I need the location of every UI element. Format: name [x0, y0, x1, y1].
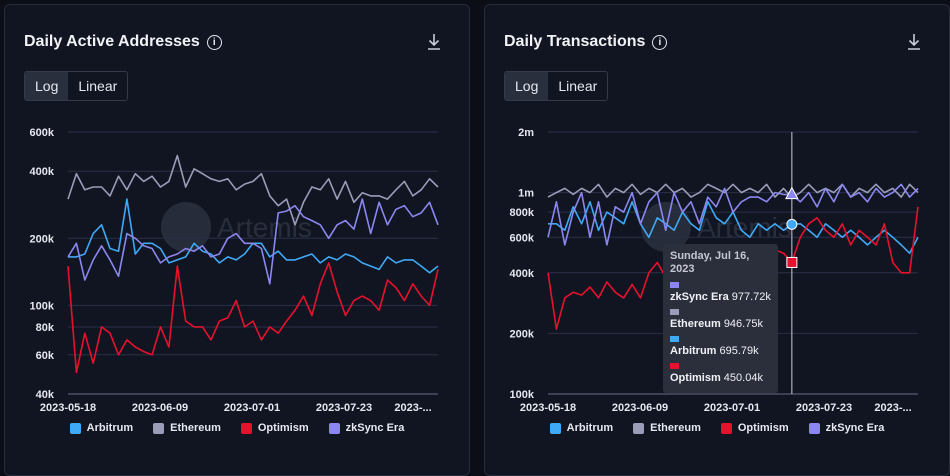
y-tick-label: 400k [510, 268, 535, 280]
x-tick-label: 2023-05-18 [520, 402, 576, 414]
x-tick-label: 2023-07-23 [316, 402, 372, 414]
download-icon[interactable] [427, 33, 441, 51]
chart-area: Artemis40k60k80k100k200k400k600k2023-05-… [30, 127, 439, 414]
y-tick-label: 600k [30, 127, 55, 139]
y-tick-label: 100k [510, 389, 535, 401]
log-button[interactable]: Log [505, 72, 549, 100]
tooltip-row: Optimism 450.04k [670, 363, 771, 385]
y-tick-label: 200k [510, 328, 535, 340]
legend-swatch [328, 422, 340, 434]
legend-swatch [69, 422, 81, 434]
legend: Arbitrum Ethereum Optimism zkSync Era [5, 422, 469, 434]
daily-transactions-panel: Daily Transactions i Log Linear Artemis 10… [484, 4, 950, 476]
series-swatch [670, 309, 679, 315]
series-swatch [670, 282, 679, 288]
tooltip-row: Arbitrum 695.79k [670, 336, 771, 358]
legend-swatch [240, 422, 252, 434]
y-tick-label: 60k [36, 350, 55, 362]
legend-item-zksync-era[interactable]: zkSync Era [808, 422, 885, 434]
legend-label: zkSync Era [825, 422, 885, 434]
optimism-marker [786, 256, 798, 268]
scale-toggle: Log Linear [24, 71, 129, 101]
y-tick-label: 80k [36, 322, 55, 334]
y-tick-label: 800k [510, 207, 535, 219]
tooltip-row: zkSync Era 977.72k [670, 282, 771, 304]
series-line-ethereum [547, 183, 919, 199]
panel-title: Daily Transactions i [504, 33, 668, 51]
legend-label: zkSync Era [345, 422, 405, 434]
tooltip-series-name: Ethereum [670, 318, 721, 330]
legend-label: Ethereum [170, 422, 221, 434]
tooltip-series-name: Optimism [670, 372, 721, 384]
legend-swatch [153, 422, 165, 434]
tooltip-series-name: zkSync Era [670, 291, 729, 303]
watermark-logo [161, 202, 211, 252]
series-line-optimism [67, 262, 439, 374]
x-tick-label: 2023-06-09 [612, 402, 668, 414]
scale-toggle: Log Linear [504, 71, 609, 101]
tooltip-value: 695.79k [719, 345, 759, 357]
series-swatch [670, 336, 679, 342]
tooltip-date: Sunday, Jul 16, 2023 [670, 250, 750, 275]
daily-active-addresses-panel: Daily Active Addresses i Log Linear Artem… [4, 4, 470, 476]
legend-swatch [808, 422, 820, 434]
legend-label: Optimism [737, 422, 789, 434]
download-icon[interactable] [907, 33, 921, 51]
legend-item-optimism[interactable]: Optimism [720, 422, 789, 434]
x-tick-label: 2023-05-18 [40, 402, 96, 414]
legend-item-zksync-era[interactable]: zkSync Era [328, 422, 405, 434]
linear-button[interactable]: Linear [68, 72, 128, 100]
y-tick-label: 2m [518, 127, 534, 139]
tooltip-value: 946.75k [723, 318, 763, 330]
title-text: Daily Active Addresses [24, 33, 200, 50]
tooltip-value: 977.72k [731, 291, 771, 303]
watermark-text: Artemis [697, 212, 792, 243]
legend-item-optimism[interactable]: Optimism [240, 422, 309, 434]
x-tick-label: 2023-07-23 [796, 402, 852, 414]
legend-item-arbitrum[interactable]: Arbitrum [69, 422, 134, 434]
y-tick-label: 100k [30, 300, 55, 312]
log-button[interactable]: Log [25, 72, 69, 100]
y-tick-label: 400k [30, 166, 55, 178]
series-line-ethereum [67, 154, 439, 226]
title-text: Daily Transactions [504, 33, 646, 50]
tooltip: Sunday, Jul 16, 2023 zkSync Era 977.72k E… [663, 244, 778, 393]
legend-swatch [549, 422, 561, 434]
legend-item-arbitrum[interactable]: Arbitrum [549, 422, 614, 434]
tooltip-row: Ethereum 946.75k [670, 309, 771, 331]
legend-label: Arbitrum [566, 422, 614, 434]
x-tick-label: 2023-... [394, 402, 431, 414]
linear-button[interactable]: Linear [548, 72, 608, 100]
legend: Arbitrum Ethereum Optimism zkSync Era [485, 422, 949, 434]
info-icon[interactable]: i [206, 34, 222, 50]
series-swatch [670, 363, 679, 369]
y-tick-label: 1m [518, 188, 534, 200]
legend-label: Ethereum [650, 422, 701, 434]
legend-label: Arbitrum [86, 422, 134, 434]
zksync-marker [785, 186, 799, 200]
panel-title: Daily Active Addresses i [24, 33, 222, 51]
y-tick-label: 40k [36, 389, 55, 401]
info-icon[interactable]: i [652, 34, 668, 50]
legend-swatch [633, 422, 645, 434]
x-tick-label: 2023-07-01 [224, 402, 280, 414]
series-line-zksync-era [67, 198, 439, 285]
tooltip-value: 450.04k [723, 372, 763, 384]
legend-item-ethereum[interactable]: Ethereum [633, 422, 701, 434]
x-tick-label: 2023-06-09 [132, 402, 188, 414]
x-tick-label: 2023-... [874, 402, 911, 414]
arbitrum-marker [786, 218, 798, 230]
tooltip-series-name: Arbitrum [670, 345, 717, 357]
x-tick-label: 2023-07-01 [704, 402, 760, 414]
series-line-zksync-era [547, 183, 919, 246]
legend-label: Optimism [257, 422, 309, 434]
y-tick-label: 600k [510, 232, 535, 244]
legend-swatch [720, 422, 732, 434]
legend-item-ethereum[interactable]: Ethereum [153, 422, 221, 434]
chart-area: Artemis 100k 200k 400k 600k 800k 1m 2m 2023-05-1… [510, 127, 919, 414]
y-tick-label: 200k [30, 233, 55, 245]
